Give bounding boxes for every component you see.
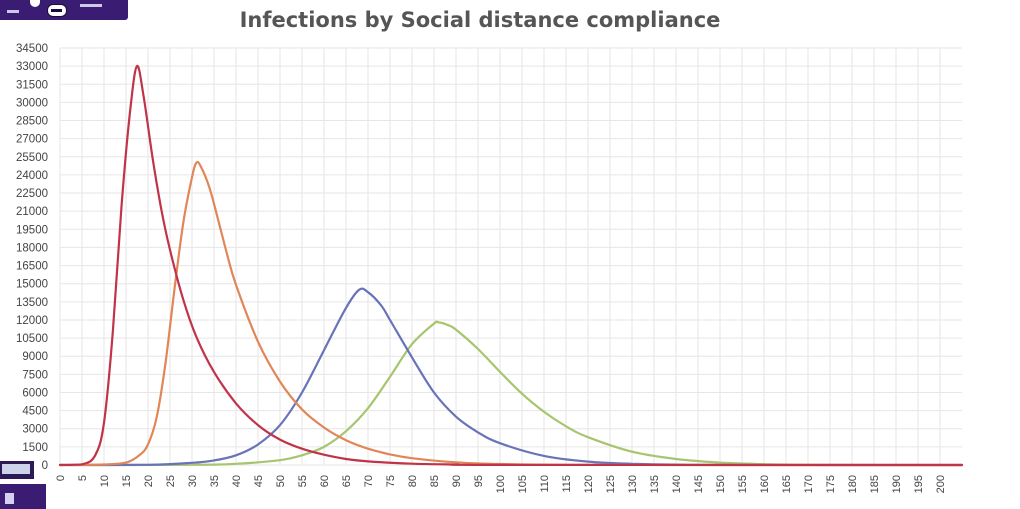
thumbnail-decoration <box>2 464 30 474</box>
x-tick-label: 110 <box>539 475 551 493</box>
x-tick-label: 25 <box>165 475 177 487</box>
x-tick-label: 120 <box>583 475 595 493</box>
video-thumbnail-top <box>0 0 128 20</box>
y-tick-label: 22500 <box>16 188 48 200</box>
x-tick-label: 15 <box>121 475 133 487</box>
y-tick-label: 24000 <box>16 170 48 182</box>
series-line-3 <box>58 320 964 467</box>
x-tick-label: 20 <box>143 475 155 487</box>
series-line-0 <box>58 64 964 467</box>
x-tick-label: 75 <box>385 475 397 487</box>
x-tick-label: 90 <box>451 475 463 487</box>
x-tick-label: 105 <box>517 475 529 493</box>
x-tick-label: 125 <box>605 475 617 493</box>
x-tick-label: 40 <box>231 475 243 487</box>
y-tick-label: 6000 <box>22 387 48 399</box>
x-tick-label: 165 <box>781 475 793 493</box>
y-tick-label: 12000 <box>16 315 48 327</box>
x-tick-label: 145 <box>693 475 705 493</box>
y-tick-label: 13500 <box>16 297 48 309</box>
x-tick-label: 155 <box>737 475 749 493</box>
x-tick-label: 35 <box>209 475 221 487</box>
x-tick-label: 55 <box>297 475 309 487</box>
y-tick-label: 21000 <box>16 206 48 218</box>
x-tick-label: 5 <box>77 475 89 481</box>
x-tick-label: 170 <box>803 475 815 493</box>
x-tick-label: 85 <box>429 475 441 487</box>
series-lines <box>58 64 964 467</box>
thumbnail-decoration <box>30 0 40 7</box>
y-tick-label: 1500 <box>22 442 48 454</box>
x-tick-label: 175 <box>825 475 837 493</box>
y-axis-ticks: 0 1500 3000 4500 6000 7500 9000 10500 12000 13500… <box>16 43 48 472</box>
x-tick-label: 185 <box>869 475 881 493</box>
x-tick-label: 130 <box>627 475 639 493</box>
y-tick-label: 4500 <box>22 406 48 418</box>
x-tick-label: 195 <box>913 475 925 493</box>
y-tick-label: 27000 <box>16 134 48 146</box>
thumbnail-decoration <box>7 10 19 13</box>
x-tick-label: 50 <box>275 475 287 487</box>
y-tick-label: 28500 <box>16 116 48 128</box>
x-tick-label: 45 <box>253 475 265 487</box>
y-tick-label: 34500 <box>16 43 48 55</box>
video-thumbnail-bottom <box>0 461 34 479</box>
x-tick-label: 160 <box>759 475 771 493</box>
chart-title: Infections by Social distance compliance <box>240 8 721 32</box>
y-tick-label: 16500 <box>16 261 48 273</box>
y-tick-label: 9000 <box>22 351 48 363</box>
x-tick-label: 190 <box>891 475 903 493</box>
y-tick-label: 19500 <box>16 224 48 236</box>
y-tick-label: 18000 <box>16 242 48 254</box>
x-tick-label: 135 <box>649 475 661 493</box>
thumbnail-decoration <box>80 4 102 7</box>
grid <box>59 47 962 466</box>
x-tick-label: 180 <box>847 475 859 493</box>
y-tick-label: 33000 <box>16 61 48 73</box>
x-tick-label: 115 <box>561 475 573 493</box>
video-thumbnail-bottom <box>0 484 46 509</box>
x-tick-label: 200 <box>935 475 947 493</box>
x-tick-label: 70 <box>363 475 375 487</box>
series-line-2 <box>58 287 964 467</box>
x-axis-ticks: 0 5 10 15 20 25 30 35 40 45 50 55 60 65 70 75 80 85 90 95 10… <box>55 475 947 493</box>
y-tick-label: 30000 <box>16 97 48 109</box>
x-tick-label: 95 <box>473 475 485 487</box>
x-tick-label: 65 <box>341 475 353 487</box>
y-tick-label: 3000 <box>22 424 48 436</box>
y-tick-label: 7500 <box>22 369 48 381</box>
y-tick-label: 31500 <box>16 79 48 91</box>
y-tick-label: 0 <box>42 460 48 472</box>
x-tick-label: 140 <box>671 475 683 493</box>
y-tick-label: 25500 <box>16 152 48 164</box>
y-tick-label: 15000 <box>16 279 48 291</box>
thumbnail-decoration <box>5 493 14 504</box>
toggle-icon <box>47 4 67 17</box>
x-tick-label: 60 <box>319 475 331 487</box>
x-tick-label: 100 <box>495 475 507 493</box>
x-tick-label: 150 <box>715 475 727 493</box>
series-line-1 <box>58 160 964 467</box>
y-tick-label: 10500 <box>16 333 48 345</box>
x-tick-label: 10 <box>99 475 111 487</box>
x-tick-label: 30 <box>187 475 199 487</box>
x-tick-label: 0 <box>55 475 67 481</box>
x-tick-label: 80 <box>407 475 419 487</box>
